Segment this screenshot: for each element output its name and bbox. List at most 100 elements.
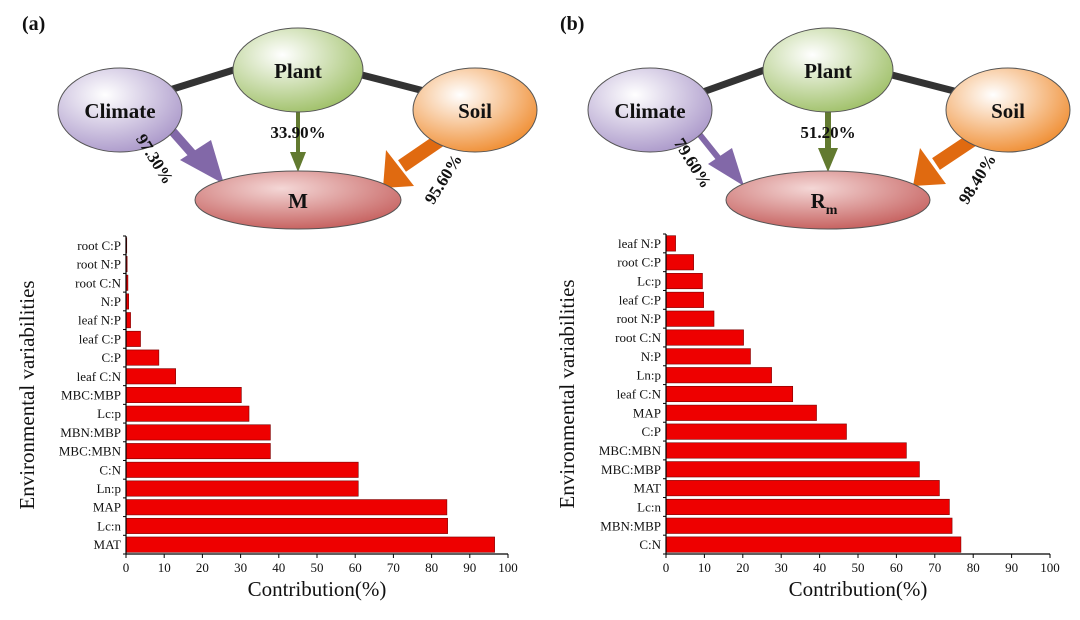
category-label: root N:P: [77, 257, 121, 272]
category-label: leaf N:P: [618, 236, 661, 251]
bar-leaf-c-n: [665, 385, 794, 403]
x-tick-label: 50: [852, 560, 865, 575]
category-label: MAP: [93, 500, 121, 515]
x-tick-label: 30: [234, 560, 247, 575]
category-label: Lc:p: [637, 274, 661, 289]
x-tick-label: 90: [1005, 560, 1018, 575]
x-tick-label: 60: [349, 560, 362, 575]
soil-node-label: Soil: [991, 99, 1025, 123]
bar-root-c-p: [665, 254, 694, 271]
climate-node: [587, 67, 713, 153]
bar-ln-p: [125, 480, 359, 497]
x-axis-title: Contribution(%): [789, 577, 928, 601]
category-label: C:P: [641, 424, 661, 439]
soil-path-coefficient: 98.40%: [955, 151, 1000, 208]
category-label: MBC:MBN: [599, 443, 662, 458]
bar-mbc-mbp: [125, 387, 242, 403]
bar-mat: [125, 536, 495, 553]
category-label: MBN:MBP: [60, 425, 121, 440]
plant-soil-connector: [887, 70, 959, 96]
x-tick-label: 30: [775, 560, 788, 575]
category-label: root C:P: [617, 255, 661, 270]
x-tick-label: 100: [1040, 560, 1060, 575]
chart-panel-a: root C:P root N:P root C:N N:P leaf N:P leaf …: [15, 235, 518, 601]
category-label: C:P: [101, 350, 121, 365]
bar-lc-p: [125, 405, 250, 422]
soil-arrow-head: [913, 148, 946, 186]
panel-a-label: (a): [22, 13, 45, 35]
category-label: leaf C:N: [617, 387, 662, 402]
bar-mat: [665, 480, 940, 497]
chart-panel-b: leaf N:P root C:P Lc:p leaf C:P root N:P root…: [555, 233, 1060, 601]
bar-lc-p: [665, 273, 703, 290]
category-label: leaf N:P: [78, 313, 121, 328]
climate-arrow-head: [708, 148, 744, 186]
bar-c-n: [665, 536, 962, 553]
plant-path-coefficient: 33.90%: [270, 123, 325, 142]
x-tick-label: 0: [663, 560, 670, 575]
category-label: MAP: [633, 405, 661, 420]
plant-node-label: Plant: [804, 59, 852, 83]
category-label: N:P: [101, 294, 121, 309]
category-label: Lc:p: [97, 406, 121, 421]
response-node: [725, 170, 931, 230]
response-node-label: M: [288, 189, 308, 213]
plant-path-coefficient: 51.20%: [800, 123, 855, 142]
climate-node: [57, 67, 183, 153]
category-label: Ln:p: [96, 481, 121, 496]
x-tick-label: 0: [123, 560, 130, 575]
x-tick-label: 20: [736, 560, 749, 575]
x-tick-label: 50: [311, 560, 324, 575]
bar-mbn-mbp: [665, 517, 953, 534]
category-label: leaf C:P: [619, 292, 661, 307]
category-label: root C:N: [615, 330, 661, 345]
bar-map: [125, 499, 448, 516]
category-label: MBC:MBN: [59, 444, 122, 459]
bar-c-p: [665, 423, 847, 440]
bar-leaf-n-p: [665, 235, 676, 252]
category-label: Lc:n: [637, 499, 661, 514]
category-label: root C:N: [75, 275, 121, 290]
x-tick-label: 60: [890, 560, 903, 575]
panel-b-label: (b): [560, 13, 584, 35]
x-axis-title: Contribution(%): [248, 577, 387, 601]
y-axis-title: Environmental variabilities: [15, 280, 39, 509]
x-tick-label: 80: [425, 560, 438, 575]
x-tick-label: 10: [698, 560, 711, 575]
x-tick-label: 100: [498, 560, 518, 575]
bar-ln-p: [665, 367, 772, 384]
plant-arrow-head: [290, 152, 306, 172]
soil-arrow-shaft: [932, 134, 976, 170]
climate-plant-connector: [698, 64, 772, 97]
climate-node-label: Climate: [84, 99, 155, 123]
response-node-label: Rm: [811, 189, 838, 218]
soil-node-label: Soil: [458, 99, 492, 123]
category-label: Ln:p: [636, 368, 661, 383]
plant-soil-connector: [357, 70, 429, 96]
x-tick-label: 40: [813, 560, 826, 575]
plant-node: [232, 27, 364, 113]
x-tick-label: 80: [967, 560, 980, 575]
bar-lc-n: [665, 498, 950, 515]
soil-arrow-shaft: [398, 134, 444, 172]
x-tick-label: 20: [196, 560, 209, 575]
bar-c-n: [125, 461, 359, 478]
climate-arrow-head: [180, 140, 224, 184]
category-label: MBC:MBP: [601, 462, 661, 477]
bar-mbc-mbn: [125, 443, 271, 460]
category-label: MBN:MBP: [600, 518, 661, 533]
bar-map: [665, 404, 817, 421]
soil-arrow-head: [383, 150, 414, 188]
bar-root-c-n: [665, 329, 744, 346]
plant-arrow-head: [818, 148, 838, 172]
bar-root-n-p: [665, 310, 715, 327]
category-label: root C:P: [77, 238, 121, 253]
response-node: [194, 170, 402, 230]
category-label: leaf C:P: [79, 331, 121, 346]
bar-mbn-mbp: [125, 424, 271, 441]
category-label: MBC:MBP: [61, 388, 121, 403]
soil-path-coefficient: 95.60%: [421, 151, 466, 208]
soil-node: [945, 67, 1071, 153]
x-tick-label: 90: [463, 560, 476, 575]
